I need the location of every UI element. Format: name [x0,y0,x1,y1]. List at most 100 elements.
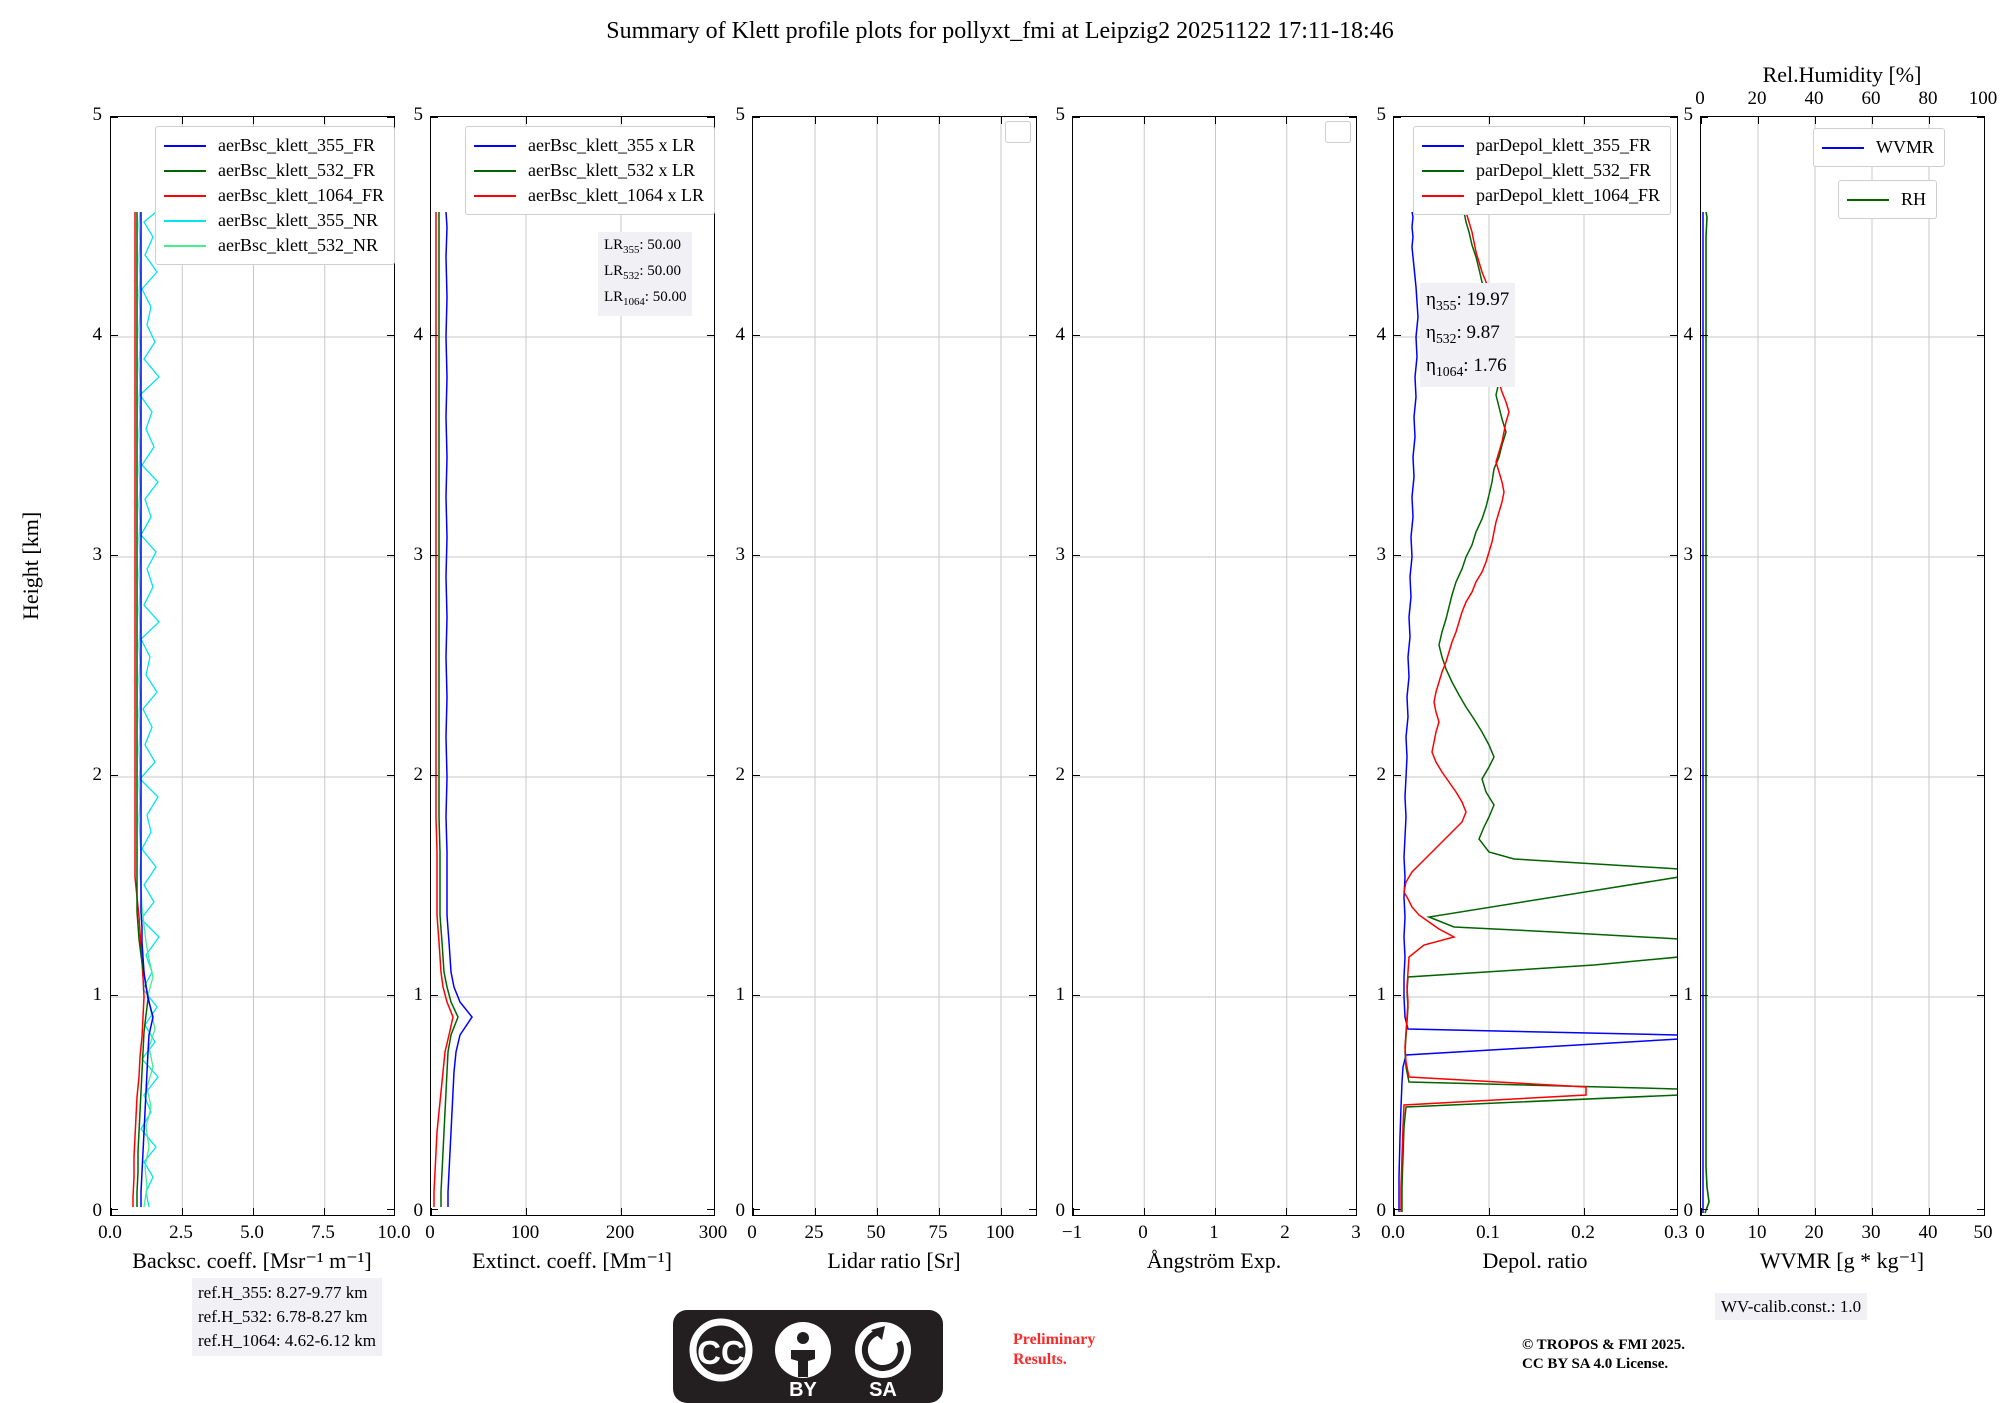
ref-h-532: ref.H_532: 6.78-8.27 km [198,1307,368,1326]
legend-swatch-355fr [164,144,206,147]
top-x-tick-p6-4: 80 [1918,88,1938,109]
legend-swatch-532fr [164,169,206,172]
x-tick-p5-1: 0.1 [1476,1222,1500,1243]
legend-swatch-532nr [164,244,206,247]
y-tick-3: 3 [92,544,103,565]
top-x-tick-p6-3: 60 [1861,88,1881,109]
legend-item[interactable]: aerBsc_klett_1064 x LR [474,183,704,208]
eta-355-name: η [1426,289,1436,310]
y-tick-p2-2: 2 [413,764,424,785]
eta-1064-row: η1064: 1.76 [1426,354,1507,379]
x-tick-p2-2: 200 [605,1222,635,1243]
x-axis-label-depol: Depol. ratio [1482,1248,1588,1273]
preliminary-line-2: Results. [1013,1351,1067,1368]
lr-532-value: 50.00 [647,263,682,279]
eta-532-row: η532: 9.87 [1426,321,1500,346]
x-tick-p5-0: 0.0 [1381,1222,1405,1243]
y-tick-p6-0: 0 [1683,1200,1694,1221]
x-axis-label-backscatter: Backsc. coeff. [Msr⁻¹ m⁻¹] [132,1248,372,1273]
wvmr-legend[interactable]: WVMR [1813,128,1945,167]
extinction-legend[interactable]: aerBsc_klett_355 x LR aerBsc_klett_532 x… [465,126,715,215]
lr-532-row: LR532: 50.00 [604,263,682,282]
y-axis-title: Height [km] [18,511,43,620]
legend-item[interactable]: WVMR [1822,135,1934,160]
copyright-line-1: © TROPOS & FMI 2025. [1522,1337,1686,1353]
x-tick-p5-3: 0.3 [1664,1222,1688,1243]
legend-item[interactable]: aerBsc_klett_355_FR [164,133,384,158]
top-x-tick-p6-2: 40 [1804,88,1824,109]
legend-item[interactable]: aerBsc_klett_355 x LR [474,133,704,158]
x-tick-p6-5: 50 [1973,1222,1993,1243]
legend-swatch-ext355 [474,144,516,147]
legend-item[interactable]: aerBsc_klett_532_FR [164,158,384,183]
y-tick-p6-3: 3 [1683,544,1694,565]
legend-label: aerBsc_klett_355_FR [218,135,375,155]
x-tick-p6-3: 30 [1861,1222,1881,1243]
legend-item[interactable]: parDepol_klett_532_FR [1422,158,1660,183]
y-tick-p5-2: 2 [1376,764,1387,785]
y-tick-p2-1: 1 [413,984,424,1005]
legend-label: parDepol_klett_532_FR [1476,160,1651,180]
legend-label: parDepol_klett_1064_FR [1476,185,1660,205]
eta-1064-value: 1.76 [1473,354,1507,376]
x-tick-p6-0: 0 [1695,1222,1705,1243]
rh-legend[interactable]: RH [1838,180,1938,219]
x-axis-label-extinction: Extinct. coeff. [Mm⁻¹] [472,1248,672,1273]
legend-swatch-1064fr [164,194,206,197]
legend-swatch-depol1064 [1422,194,1464,197]
cc-glyph-text: CC [697,1334,745,1371]
panel-angstrom [1072,116,1357,1216]
y-tick-p2-3: 3 [413,544,424,565]
legend-label: aerBsc_klett_1064 x LR [528,185,704,205]
angstrom-plot-area [1073,117,1356,1215]
eta-532-sub: 532 [1435,330,1457,346]
legend-item[interactable]: parDepol_klett_355_FR [1422,133,1660,158]
eta-532-value: 9.87 [1466,321,1500,343]
top-axis-label-rh: Rel.Humidity [%] [1762,62,1922,87]
lr-355-sub: 355 [623,244,640,256]
x-tick-p6-2: 20 [1804,1222,1824,1243]
y-tick-p6-4: 4 [1683,324,1694,345]
legend-item[interactable]: aerBsc_klett_355_NR [164,208,384,233]
y-tick-p3-1: 1 [735,984,746,1005]
legend-item[interactable]: RH [1847,187,1926,212]
copyright-line-2: CC BY SA 4.0 License. [1522,1356,1669,1372]
backscatter-legend[interactable]: aerBsc_klett_355_FR aerBsc_klett_532_FR … [155,126,395,265]
lr-532-name: LR [604,263,624,279]
legend-item[interactable]: aerBsc_klett_532_NR [164,233,384,258]
legend-item[interactable]: aerBsc_klett_1064_FR [164,183,384,208]
y-tick-p5-1: 1 [1376,984,1387,1005]
ref-h-1064: ref.H_1064: 4.62-6.12 km [198,1331,377,1350]
eta-532-name: η [1426,321,1436,343]
x-tick-p3-3: 75 [928,1222,948,1243]
lr-355-value: 50.00 [647,237,682,253]
x-tick-p3-0: 0 [747,1222,757,1243]
legend-item[interactable]: parDepol_klett_1064_FR [1422,183,1660,208]
y-tick-p6-2: 2 [1683,764,1694,785]
x-tick-p3-1: 25 [804,1222,824,1243]
x-tick-p1-0: 0.0 [98,1222,122,1243]
sa-label: SA [869,1379,897,1401]
y-tick-p4-1: 1 [1055,984,1066,1005]
legend-label: aerBsc_klett_355_NR [218,210,378,230]
cc-license-badge[interactable]: CC BY SA [673,1310,943,1403]
preliminary-line-1: Preliminary [1013,1331,1096,1348]
figure-canvas: Summary of Klett profile plots for polly… [18,18,1997,1403]
y-tick-p5-4: 4 [1376,324,1387,345]
depol-legend[interactable]: parDepol_klett_355_FR parDepol_klett_532… [1413,126,1671,215]
legend-label: aerBsc_klett_1064_FR [218,185,384,205]
y-tick-2: 2 [92,764,103,785]
y-tick-5: 5 [92,104,103,125]
y-tick-p2-5: 5 [413,104,424,125]
x-tick-p6-4: 40 [1918,1222,1938,1243]
lidar-ratio-plot-area [753,117,1036,1215]
y-tick-p5-5: 5 [1376,104,1387,125]
wv-calib-annotation: WV-calib.const.: 1.0 [1715,1293,1868,1320]
y-tick-0: 0 [92,1200,103,1221]
panel-wvmr-rh [1700,116,1985,1216]
lidar-ratio-legend [1005,121,1031,143]
x-tick-p4-2: 1 [1209,1222,1219,1243]
y-tick-p5-0: 0 [1376,1200,1387,1221]
legend-item[interactable]: aerBsc_klett_532 x LR [474,158,704,183]
by-label: BY [789,1379,817,1401]
